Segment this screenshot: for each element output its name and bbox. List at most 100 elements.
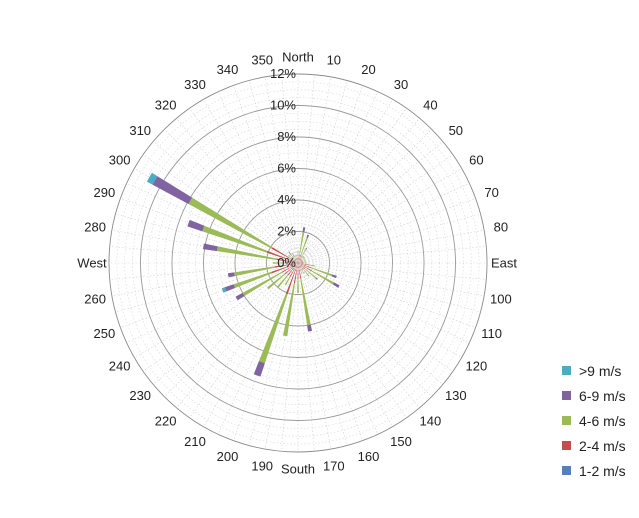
direction-label: 320 — [155, 98, 177, 113]
legend-item-1-2: 1-2 m/s — [562, 458, 626, 483]
direction-label: 40 — [423, 98, 437, 113]
direction-label: 50 — [449, 123, 463, 138]
legend-label: >9 m/s — [579, 362, 622, 379]
bar-segment — [298, 262, 303, 263]
bar-segment — [216, 246, 277, 260]
major-ring — [203, 168, 393, 358]
direction-label: 300 — [109, 153, 131, 168]
bar-segment — [298, 261, 303, 263]
bar-segment — [298, 256, 303, 263]
direction-label: 170 — [323, 458, 345, 473]
major-ring — [234, 199, 362, 327]
bar-segment — [202, 243, 218, 252]
minor-ring — [116, 81, 480, 445]
direction-label: 340 — [217, 62, 239, 77]
bar-segment — [266, 250, 297, 263]
legend-swatch — [562, 391, 571, 400]
direction-label: 290 — [94, 185, 116, 200]
bar-segment — [302, 258, 305, 261]
bar-segment — [299, 268, 303, 274]
bar-segment — [298, 259, 302, 263]
minor-ring — [179, 144, 417, 382]
bar-segment — [302, 227, 306, 233]
bar-segment — [294, 259, 298, 263]
bar-segment — [276, 258, 297, 263]
bar-segment — [271, 247, 297, 263]
bar-segment — [298, 254, 302, 263]
bar-segment — [298, 263, 304, 270]
bar-segment — [146, 172, 158, 185]
bar-segment — [285, 262, 298, 264]
bar-segment — [299, 263, 312, 272]
bar-segment — [288, 254, 295, 261]
bar-segment — [242, 271, 282, 297]
bar-segment — [332, 282, 340, 288]
direction-label: 280 — [84, 220, 106, 235]
bar-segment — [299, 231, 305, 256]
bar-segment — [234, 266, 275, 277]
bar-segment — [306, 234, 310, 239]
major-ring — [108, 73, 488, 453]
bar-segment — [152, 176, 193, 205]
legend-item-6-9: 6-9 m/s — [562, 383, 626, 408]
bar-segment — [298, 263, 300, 264]
bar-segment — [297, 278, 299, 293]
bar-segment — [296, 262, 298, 263]
bar-segment — [296, 262, 298, 263]
legend-label: 4-6 m/s — [579, 412, 626, 429]
bar-segment — [290, 254, 296, 260]
direction-label: 100 — [490, 291, 512, 306]
bar-segment — [294, 259, 298, 263]
minor-ring — [242, 207, 354, 319]
bar-segment — [224, 284, 236, 292]
radial-tick-label: 10% — [270, 98, 296, 113]
bar-segment — [297, 263, 298, 265]
legend-label: 2-4 m/s — [579, 437, 626, 454]
direction-label: 190 — [251, 458, 273, 473]
bar-segment — [284, 263, 297, 275]
direction-label: 240 — [109, 359, 131, 374]
bar-segment — [296, 258, 298, 263]
bar-segment — [300, 255, 305, 260]
bar-segment — [227, 272, 235, 278]
bar-segment — [282, 283, 296, 337]
direction-label: 10 — [327, 53, 341, 68]
bar-segment — [311, 270, 335, 285]
bar-segment — [285, 264, 298, 295]
bar-segment — [305, 268, 317, 279]
polar-grid — [108, 73, 488, 453]
major-ring — [266, 231, 330, 295]
minor-ring — [211, 176, 385, 350]
bar-segment — [287, 263, 298, 276]
legend-item-2-4: 2-4 m/s — [562, 433, 626, 458]
bar-segment — [298, 263, 302, 279]
bar-segment — [300, 237, 308, 255]
bar-segment — [299, 263, 312, 269]
direction-label: 310 — [129, 123, 151, 138]
bar-segment — [305, 247, 308, 250]
direction-label: East — [491, 256, 517, 271]
legend-swatch — [562, 416, 571, 425]
radial-tick-label: 8% — [277, 129, 296, 144]
bar-segment — [298, 260, 303, 263]
bar-segment — [315, 277, 318, 280]
legend-swatch — [562, 366, 571, 375]
minor-ring — [124, 89, 472, 437]
bar-segment — [233, 271, 272, 289]
bar-segment — [258, 293, 288, 364]
radial-tick-label: 12% — [270, 66, 296, 81]
legend-swatch — [562, 466, 571, 475]
radial-tick-label: 2% — [277, 224, 296, 239]
legend-item-over-9: >9 m/s — [562, 358, 626, 383]
bar-segment — [297, 258, 298, 263]
bar-segment — [331, 274, 337, 279]
bar-segment — [187, 219, 205, 232]
direction-label: 260 — [84, 291, 106, 306]
bar-segment — [295, 255, 297, 259]
direction-label: 150 — [390, 434, 412, 449]
bar-segment — [288, 251, 292, 255]
bar-segment — [267, 273, 286, 290]
direction-label: 130 — [445, 388, 467, 403]
minor-ring — [218, 183, 378, 343]
